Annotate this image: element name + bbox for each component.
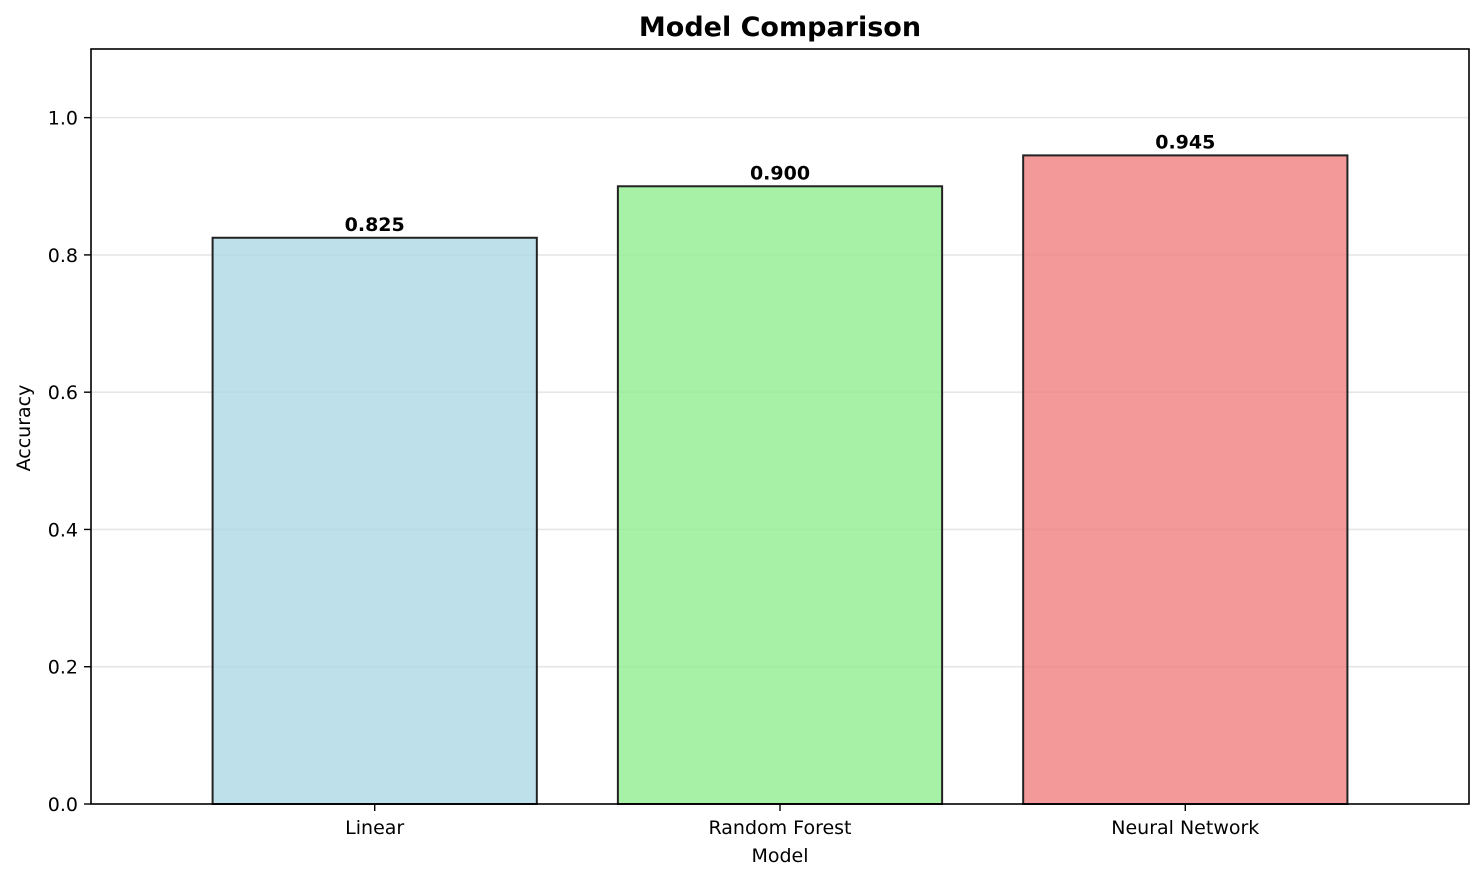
y-tick-label: 0.6 bbox=[48, 382, 78, 404]
chart-title: Model Comparison bbox=[639, 12, 921, 43]
data-label: 0.900 bbox=[750, 162, 810, 184]
y-tick-label: 0.0 bbox=[48, 794, 78, 816]
y-tick-label: 0.4 bbox=[48, 519, 78, 541]
bar-neural-network bbox=[1022, 154, 1349, 806]
data-label: 0.825 bbox=[345, 214, 405, 236]
y-tick-label: 0.2 bbox=[48, 657, 78, 679]
x-tick-label: Random Forest bbox=[708, 817, 851, 839]
x-tick-label: Linear bbox=[345, 817, 404, 839]
x-axis-label: Model bbox=[751, 845, 808, 867]
x-axis-ticks: Linear Random Forest Neural Network bbox=[345, 804, 1259, 839]
y-tick-label: 1.0 bbox=[48, 108, 78, 130]
x-tick-label: Neural Network bbox=[1111, 817, 1259, 839]
y-axis-label: Accuracy bbox=[13, 385, 35, 472]
data-label: 0.945 bbox=[1155, 131, 1215, 153]
bar-linear bbox=[211, 236, 538, 805]
y-tick-label: 0.8 bbox=[48, 245, 78, 267]
bar-random-forest bbox=[616, 185, 944, 806]
y-axis-ticks: 0.0 0.2 0.4 0.6 0.8 1.0 bbox=[48, 108, 91, 816]
data-labels: 0.825 0.900 0.945 bbox=[345, 131, 1216, 235]
bars bbox=[211, 154, 1349, 806]
